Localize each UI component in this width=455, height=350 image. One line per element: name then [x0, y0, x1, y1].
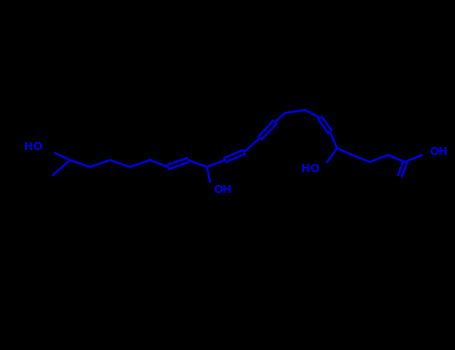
Text: HO: HO — [301, 164, 320, 174]
Text: OH: OH — [214, 185, 233, 195]
Text: OH: OH — [430, 147, 449, 157]
Text: HO: HO — [25, 142, 43, 152]
